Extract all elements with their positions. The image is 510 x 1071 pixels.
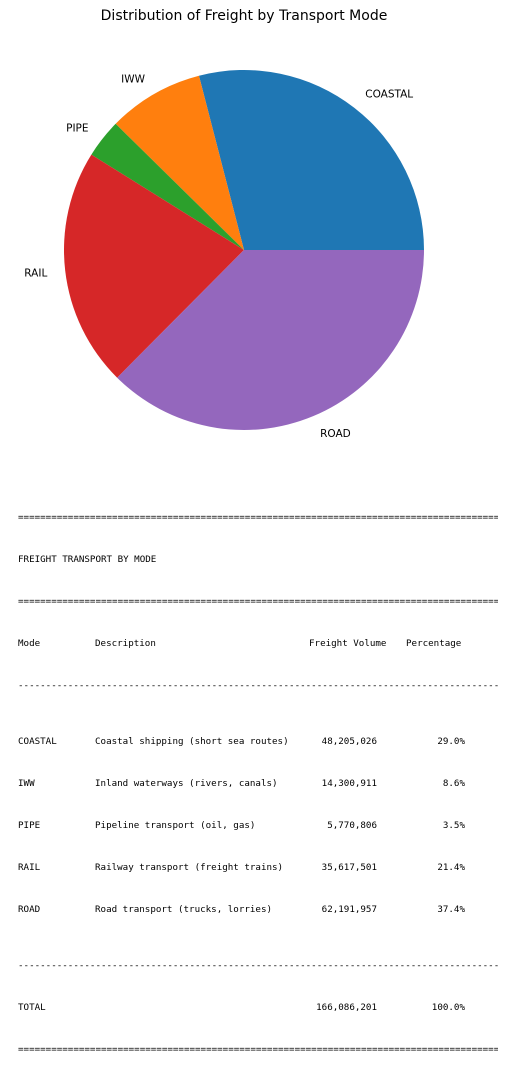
row-volume: 5,770,806	[327, 820, 377, 831]
row-description: Coastal shipping (short sea routes)	[95, 736, 289, 747]
header-percentage: Percentage	[406, 638, 462, 649]
row-description: Railway transport (freight trains)	[95, 862, 284, 873]
table-rule-double: ========================================…	[18, 1044, 498, 1055]
chart-title: Distribution of Freight by Transport Mod…	[101, 8, 388, 24]
table-title: FREIGHT TRANSPORT BY MODE	[18, 554, 157, 565]
row-description: Pipeline transport (oil, gas)	[95, 820, 256, 831]
header-volume: Freight Volume	[309, 638, 387, 649]
pie-chart: Distribution of Freight by Transport Mod…	[24, 8, 425, 440]
table-rule-double: ========================================…	[18, 596, 498, 607]
pie-labels: COASTAL IWW PIPE RAIL ROAD	[24, 74, 413, 440]
row-mode: IWW	[18, 778, 35, 789]
total-percentage: 100.0%	[431, 1002, 465, 1013]
pie-slice-coastal	[198, 70, 424, 251]
row-percentage: 29.0%	[437, 736, 465, 747]
row-percentage: 21.4%	[437, 862, 465, 873]
table-total-row: TOTAL 166,086,201 100.0%	[18, 1001, 498, 1015]
pie-slice-road	[117, 250, 425, 431]
table-row: PIPE Pipeline transport (oil, gas) 5,770…	[18, 819, 498, 833]
pie-slice-iww	[115, 75, 244, 250]
row-volume: 35,617,501	[321, 862, 377, 873]
row-mode: RAIL	[18, 862, 41, 873]
table-header-row: Mode Description Freight Volume Percenta…	[18, 637, 498, 651]
table-rule-single: ----------------------------------------…	[18, 960, 498, 971]
table-row: IWW Inland waterways (rivers, canals) 14…	[18, 777, 498, 791]
row-volume: 48,205,026	[321, 736, 377, 747]
row-percentage: 3.5%	[442, 820, 465, 831]
pie-label-rail: RAIL	[24, 268, 47, 280]
table-row: COASTAL Coastal shipping (short sea rout…	[18, 735, 498, 749]
summary-table: ========================================…	[18, 483, 498, 1071]
row-description: Road transport (trucks, lorries)	[95, 904, 273, 915]
total-mode: TOTAL	[18, 1002, 46, 1013]
row-description: Inland waterways (rivers, canals)	[95, 778, 278, 789]
pie-slice-pipe	[91, 123, 244, 250]
row-percentage: 8.6%	[442, 778, 465, 789]
pie-slices	[64, 70, 425, 431]
pie-label-pipe: PIPE	[66, 122, 88, 134]
pie-slice-rail	[64, 154, 245, 378]
pie-label-coastal: COASTAL	[365, 88, 413, 100]
row-mode: COASTAL	[18, 736, 57, 747]
table-rule-double: ========================================…	[18, 512, 498, 523]
table-rule-single: ----------------------------------------…	[18, 680, 498, 691]
pie-label-road: ROAD	[320, 428, 351, 440]
pie-label-iww: IWW	[121, 74, 145, 86]
row-volume: 62,191,957	[321, 904, 377, 915]
row-volume: 14,300,911	[321, 778, 377, 789]
row-mode: PIPE	[18, 820, 41, 831]
total-volume: 166,086,201	[316, 1002, 377, 1013]
row-percentage: 37.4%	[437, 904, 465, 915]
table-title-row: FREIGHT TRANSPORT BY MODE	[18, 553, 498, 567]
header-description: Description	[95, 638, 156, 649]
table-row: RAIL Railway transport (freight trains) …	[18, 861, 498, 875]
row-mode: ROAD	[18, 904, 41, 915]
header-mode: Mode	[18, 638, 41, 649]
table-row: ROAD Road transport (trucks, lorries) 62…	[18, 903, 498, 917]
